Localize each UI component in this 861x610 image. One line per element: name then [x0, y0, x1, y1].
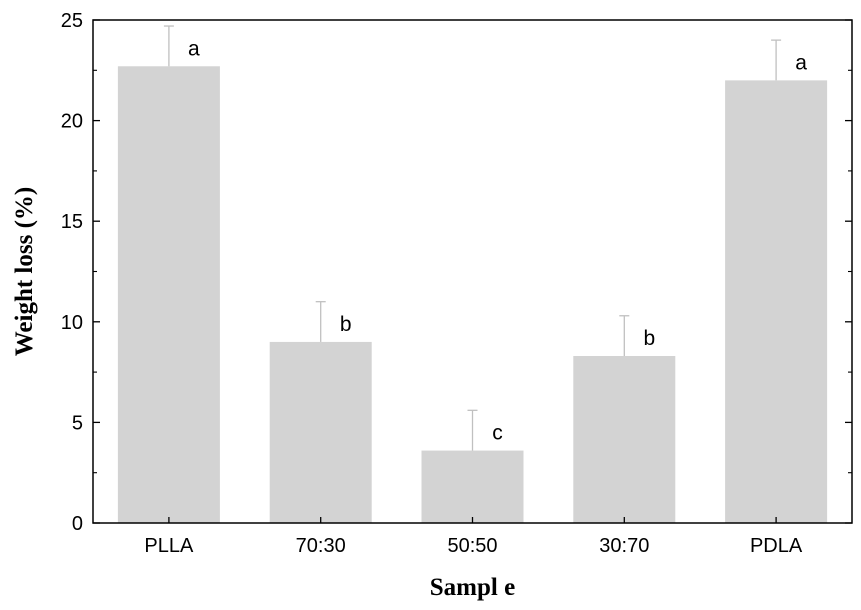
- x-axis-title: Sampl e: [430, 574, 515, 601]
- significance-label-1: b: [340, 313, 352, 336]
- y-tick-label-1: 5: [72, 412, 83, 434]
- bar-plla: [117, 66, 220, 523]
- y-axis-ticks: 0 5 10 15 20 25: [61, 10, 852, 535]
- significance-label-2: c: [492, 422, 503, 445]
- x-tick-label-2: 50:50: [447, 535, 497, 557]
- significance-label-3: b: [643, 327, 655, 350]
- significance-label-4: a: [795, 51, 807, 74]
- bar-50-50: [421, 450, 524, 523]
- significance-labels-group: a b c b a: [188, 37, 807, 444]
- y-tick-label-2: 10: [61, 312, 83, 334]
- x-tick-label-1: 70:30: [296, 535, 346, 557]
- y-tick-label-3: 15: [61, 211, 83, 233]
- bar-70-30: [269, 341, 372, 523]
- x-tick-label-4: PDLA: [750, 535, 803, 557]
- y-axis-title: Weight loss (%): [11, 187, 38, 356]
- y-tick-label-4: 20: [61, 111, 83, 133]
- error-bars-group: [163, 25, 782, 451]
- bar-pdla: [725, 80, 828, 524]
- x-tick-label-0: PLLA: [144, 535, 194, 557]
- y-tick-label-0: 0: [72, 513, 83, 535]
- y-tick-label-5: 25: [61, 10, 83, 32]
- x-tick-label-3: 30:70: [599, 535, 649, 557]
- bars-group: [117, 66, 828, 524]
- significance-label-0: a: [188, 37, 200, 60]
- bar-30-70: [573, 356, 676, 523]
- x-axis-ticks: PLLA 70:30 50:50 30:70 PDLA: [144, 517, 803, 557]
